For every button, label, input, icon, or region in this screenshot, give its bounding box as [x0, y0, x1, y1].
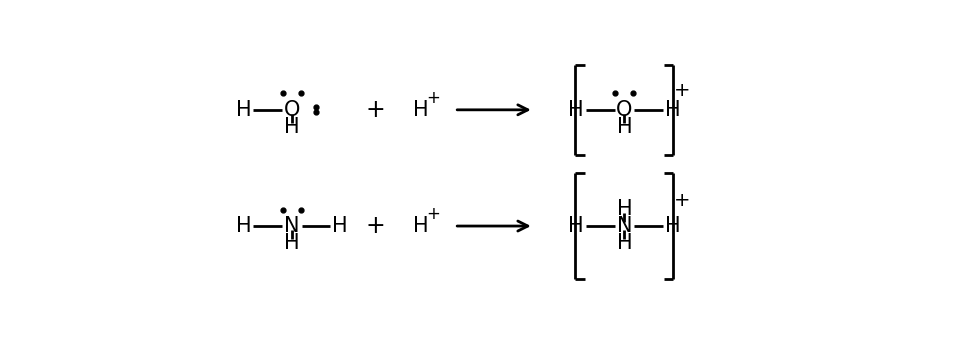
Text: H: H: [236, 216, 252, 236]
Text: N: N: [616, 216, 632, 236]
Text: +: +: [675, 81, 691, 99]
Text: +: +: [426, 89, 440, 107]
Text: H: H: [236, 100, 252, 120]
Text: H: H: [665, 100, 681, 120]
Text: +: +: [365, 98, 385, 122]
Text: H: H: [568, 100, 584, 120]
Text: H: H: [616, 199, 632, 219]
Text: +: +: [426, 205, 440, 223]
Text: H: H: [284, 117, 299, 137]
Text: N: N: [284, 216, 299, 236]
Text: H: H: [568, 216, 584, 236]
Text: H: H: [616, 117, 632, 137]
Text: H: H: [332, 216, 348, 236]
Text: H: H: [616, 233, 632, 253]
Text: O: O: [616, 100, 633, 120]
Text: +: +: [675, 191, 691, 211]
Text: H: H: [284, 233, 299, 253]
Text: O: O: [284, 100, 300, 120]
Text: H: H: [665, 216, 681, 236]
Text: H: H: [412, 100, 428, 120]
Text: H: H: [412, 216, 428, 236]
Text: +: +: [365, 214, 385, 238]
